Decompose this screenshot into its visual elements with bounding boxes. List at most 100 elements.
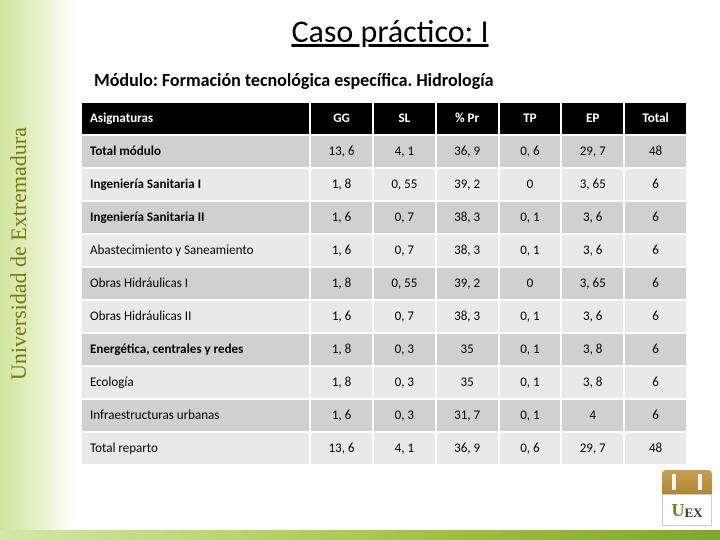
cell-value: 48 (624, 135, 687, 168)
cell-value: 13, 6 (310, 432, 373, 465)
cell-value: 4, 1 (373, 432, 436, 465)
cell-value: 0, 7 (373, 234, 436, 267)
table-row: Abastecimiento y Saneamiento1, 60, 738, … (81, 234, 687, 267)
subjects-table: Asignaturas GG SL % Pr TP EP Total Total… (80, 101, 688, 466)
cell-value: 1, 8 (310, 333, 373, 366)
cell-value: 1, 8 (310, 168, 373, 201)
cell-value: 1, 6 (310, 201, 373, 234)
cell-value: 31, 7 (436, 399, 499, 432)
cell-value: 1, 6 (310, 234, 373, 267)
cell-value: 6 (624, 366, 687, 399)
cell-value: 6 (624, 267, 687, 300)
page-subtitle: Módulo: Formación tecnológica específica… (94, 69, 700, 91)
cell-value: 0, 7 (373, 201, 436, 234)
col-gg: GG (310, 102, 373, 135)
col-ep: EP (561, 102, 624, 135)
cell-value: 39, 2 (436, 168, 499, 201)
cell-value: 38, 3 (436, 300, 499, 333)
col-tp: TP (499, 102, 562, 135)
table-body: Total módulo13, 64, 136, 90, 629, 748Ing… (81, 135, 687, 465)
cell-value: 13, 6 (310, 135, 373, 168)
cell-value: 6 (624, 333, 687, 366)
cell-value: 38, 3 (436, 201, 499, 234)
cell-value: 0, 6 (499, 432, 562, 465)
cell-subject: Total reparto (81, 432, 310, 465)
cell-value: 6 (624, 201, 687, 234)
cell-subject: Total módulo (81, 135, 310, 168)
cell-value: 3, 65 (561, 168, 624, 201)
logo-ex: EX (684, 505, 702, 521)
cell-value: 3, 6 (561, 201, 624, 234)
table-row: Obras Hidráulicas II1, 60, 738, 30, 13, … (81, 300, 687, 333)
cell-subject: Ingeniería Sanitaria II (81, 201, 310, 234)
cell-value: 4, 1 (373, 135, 436, 168)
cell-value: 0, 1 (499, 366, 562, 399)
table-row: Infraestructuras urbanas1, 60, 331, 70, … (81, 399, 687, 432)
table-row: Ecología1, 80, 3350, 13, 86 (81, 366, 687, 399)
cell-subject: Obras Hidráulicas II (81, 300, 310, 333)
col-total: Total (624, 102, 687, 135)
table-row: Energética, centrales y redes1, 80, 3350… (81, 333, 687, 366)
cell-value: 1, 8 (310, 267, 373, 300)
cell-value: 0, 6 (499, 135, 562, 168)
slide-content: Caso práctico: I Módulo: Formación tecno… (80, 12, 700, 466)
cell-value: 0, 1 (499, 300, 562, 333)
cell-value: 39, 2 (436, 267, 499, 300)
logo-u: U (671, 500, 684, 521)
col-asignaturas: Asignaturas (81, 102, 310, 135)
cell-subject: Infraestructuras urbanas (81, 399, 310, 432)
table-row: Total reparto13, 64, 136, 90, 629, 748 (81, 432, 687, 465)
cell-value: 3, 8 (561, 333, 624, 366)
cell-value: 0, 3 (373, 333, 436, 366)
cell-value: 1, 6 (310, 300, 373, 333)
uex-logo: UEX (662, 470, 712, 526)
cell-value: 3, 8 (561, 366, 624, 399)
cell-value: 48 (624, 432, 687, 465)
cell-value: 1, 6 (310, 399, 373, 432)
table-row: Ingeniería Sanitaria I1, 80, 5539, 203, … (81, 168, 687, 201)
table-row: Obras Hidráulicas I1, 80, 5539, 203, 656 (81, 267, 687, 300)
cell-value: 3, 6 (561, 300, 624, 333)
bottom-gradient-bar (0, 530, 720, 540)
cell-value: 36, 9 (436, 135, 499, 168)
cell-value: 0, 1 (499, 201, 562, 234)
col-pr: % Pr (436, 102, 499, 135)
table-header: Asignaturas GG SL % Pr TP EP Total (81, 102, 687, 135)
cell-subject: Energética, centrales y redes (81, 333, 310, 366)
table-row: Total módulo13, 64, 136, 90, 629, 748 (81, 135, 687, 168)
cell-value: 6 (624, 399, 687, 432)
cell-subject: Abastecimiento y Saneamiento (81, 234, 310, 267)
cell-value: 38, 3 (436, 234, 499, 267)
university-name-vertical: Universidad de Extremadura (6, 0, 32, 380)
page-title: Caso práctico: I (80, 12, 700, 51)
logo-text: UEX (662, 494, 712, 526)
cell-value: 3, 6 (561, 234, 624, 267)
cell-value: 6 (624, 300, 687, 333)
cell-value: 0, 3 (373, 366, 436, 399)
cell-value: 0, 55 (373, 168, 436, 201)
cell-value: 35 (436, 333, 499, 366)
cell-value: 0 (499, 267, 562, 300)
cell-value: 0, 55 (373, 267, 436, 300)
cell-value: 0 (499, 168, 562, 201)
cell-value: 0, 7 (373, 300, 436, 333)
cell-value: 0, 1 (499, 399, 562, 432)
cell-value: 36, 9 (436, 432, 499, 465)
cell-value: 4 (561, 399, 624, 432)
cell-value: 29, 7 (561, 135, 624, 168)
logo-columns-icon (662, 470, 712, 494)
cell-value: 0, 1 (499, 234, 562, 267)
cell-subject: Obras Hidráulicas I (81, 267, 310, 300)
cell-value: 1, 8 (310, 366, 373, 399)
cell-subject: Ingeniería Sanitaria I (81, 168, 310, 201)
table-row: Ingeniería Sanitaria II1, 60, 738, 30, 1… (81, 201, 687, 234)
cell-value: 6 (624, 234, 687, 267)
cell-subject: Ecología (81, 366, 310, 399)
cell-value: 0, 3 (373, 399, 436, 432)
cell-value: 3, 65 (561, 267, 624, 300)
cell-value: 6 (624, 168, 687, 201)
col-sl: SL (373, 102, 436, 135)
cell-value: 0, 1 (499, 333, 562, 366)
cell-value: 29, 7 (561, 432, 624, 465)
cell-value: 35 (436, 366, 499, 399)
